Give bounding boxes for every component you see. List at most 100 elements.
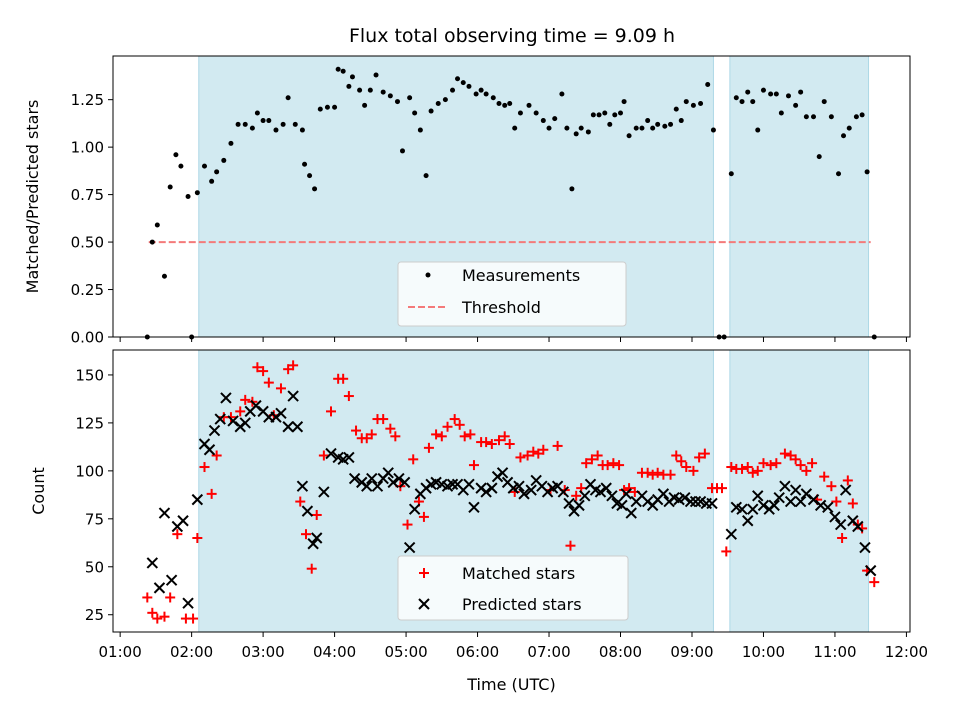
matched-point <box>779 448 790 459</box>
measurement-point <box>214 169 220 175</box>
measurement-point <box>816 154 822 160</box>
measurement-point <box>755 127 761 133</box>
predicted-point-b <box>864 564 877 577</box>
y-tick-label: 0.50 <box>71 234 104 252</box>
matched-point <box>300 529 311 540</box>
measurement-point <box>859 112 865 118</box>
measurement-point <box>373 72 379 78</box>
matched-point <box>235 406 246 417</box>
matched-point <box>418 511 429 522</box>
matched-point <box>790 454 801 465</box>
measurement-point <box>678 118 684 124</box>
y-tick-label: 150 <box>75 366 104 384</box>
matched-point <box>459 431 470 442</box>
measurement-point <box>490 95 496 101</box>
x-tick-label: 10:00 <box>742 643 785 661</box>
measurement-point <box>312 186 318 192</box>
predicted-point <box>301 505 314 517</box>
measurement-point <box>626 133 632 139</box>
predicted-point <box>486 482 498 494</box>
matched-point <box>721 546 732 557</box>
predicted-point <box>689 495 702 508</box>
predicted-point-b <box>239 417 251 429</box>
matched-point <box>343 391 354 402</box>
predicted-point-b <box>463 478 475 490</box>
measurement-point <box>260 118 266 124</box>
predicted-point <box>403 541 416 554</box>
predicted-point <box>343 451 355 464</box>
matched-point <box>801 465 812 476</box>
matched-point <box>311 509 322 520</box>
predicted-point <box>287 390 299 402</box>
predicted-point-b <box>730 501 743 514</box>
measurement-point <box>645 118 651 124</box>
predicted-point <box>318 486 330 498</box>
matched-point <box>263 377 274 388</box>
measurement-point <box>185 194 191 199</box>
predicted-point-b <box>747 503 759 515</box>
x-tick-label: 01:00 <box>99 643 142 661</box>
measurement-point <box>546 125 552 131</box>
predicted-point-b <box>657 488 670 500</box>
predicted-point <box>679 492 691 504</box>
predicted-point <box>757 499 770 512</box>
legend-plus <box>419 568 429 578</box>
matched-point <box>528 446 539 457</box>
matched-point <box>586 454 597 465</box>
top-x-ticks <box>119 337 907 342</box>
matched-point <box>869 577 880 588</box>
predicted-point-b <box>557 486 570 498</box>
matched-point <box>295 496 306 507</box>
predicted-point <box>525 484 537 496</box>
predicted-point <box>518 488 530 500</box>
predicted-point-b <box>594 486 607 498</box>
predicted-point-b <box>589 484 602 496</box>
predicted-point-b <box>282 421 294 433</box>
matched-point <box>442 421 453 432</box>
measurement-point <box>803 114 809 120</box>
predicted-point <box>275 407 287 420</box>
matched-point <box>771 458 782 469</box>
y-tick-label: 75 <box>85 510 104 528</box>
predicted-point <box>239 417 251 429</box>
matched-point <box>436 431 447 442</box>
bottom-axes-frame <box>112 349 911 633</box>
legend-label-threshold: Threshold <box>461 298 541 317</box>
matched-point <box>165 592 176 603</box>
predicted-point <box>496 467 509 479</box>
predicted-point-b <box>165 574 178 586</box>
matched-point <box>652 467 663 478</box>
bottom-series <box>142 360 880 624</box>
predicted-point-b <box>301 505 314 517</box>
predicted-point-b <box>486 482 498 494</box>
measurement-point <box>821 99 827 105</box>
measurement-point <box>280 121 286 127</box>
predicted-point <box>822 501 834 514</box>
predicted-point-b <box>829 511 841 523</box>
matched-point <box>676 456 687 467</box>
measurement-point <box>367 87 373 93</box>
predicted-point <box>446 478 459 490</box>
predicted-point-b <box>679 492 691 504</box>
predicted-point <box>657 488 670 500</box>
predicted-point-b <box>501 476 514 489</box>
measurement-point <box>618 110 624 116</box>
predicted-point-b <box>366 472 378 485</box>
predicted-point <box>859 541 871 554</box>
measurement-point <box>673 106 679 112</box>
predicted-point <box>311 532 323 544</box>
predicted-point <box>513 480 525 492</box>
matched-point <box>785 450 796 461</box>
predicted-point-b <box>736 503 748 515</box>
top-y-ticks: 0.00 0.25 0.50 0.75 1.00 1.25 <box>71 91 113 347</box>
predicted-point-b <box>311 532 323 544</box>
predicted-point-b <box>789 484 802 496</box>
matched-point <box>533 448 544 459</box>
top-series <box>144 66 877 340</box>
predicted-point <box>742 515 754 527</box>
predicted-point-b <box>800 488 813 500</box>
matched-point <box>681 462 692 473</box>
y-tick-label: 25 <box>85 606 104 624</box>
measurement-point <box>650 125 656 131</box>
measurement-point <box>357 87 363 93</box>
